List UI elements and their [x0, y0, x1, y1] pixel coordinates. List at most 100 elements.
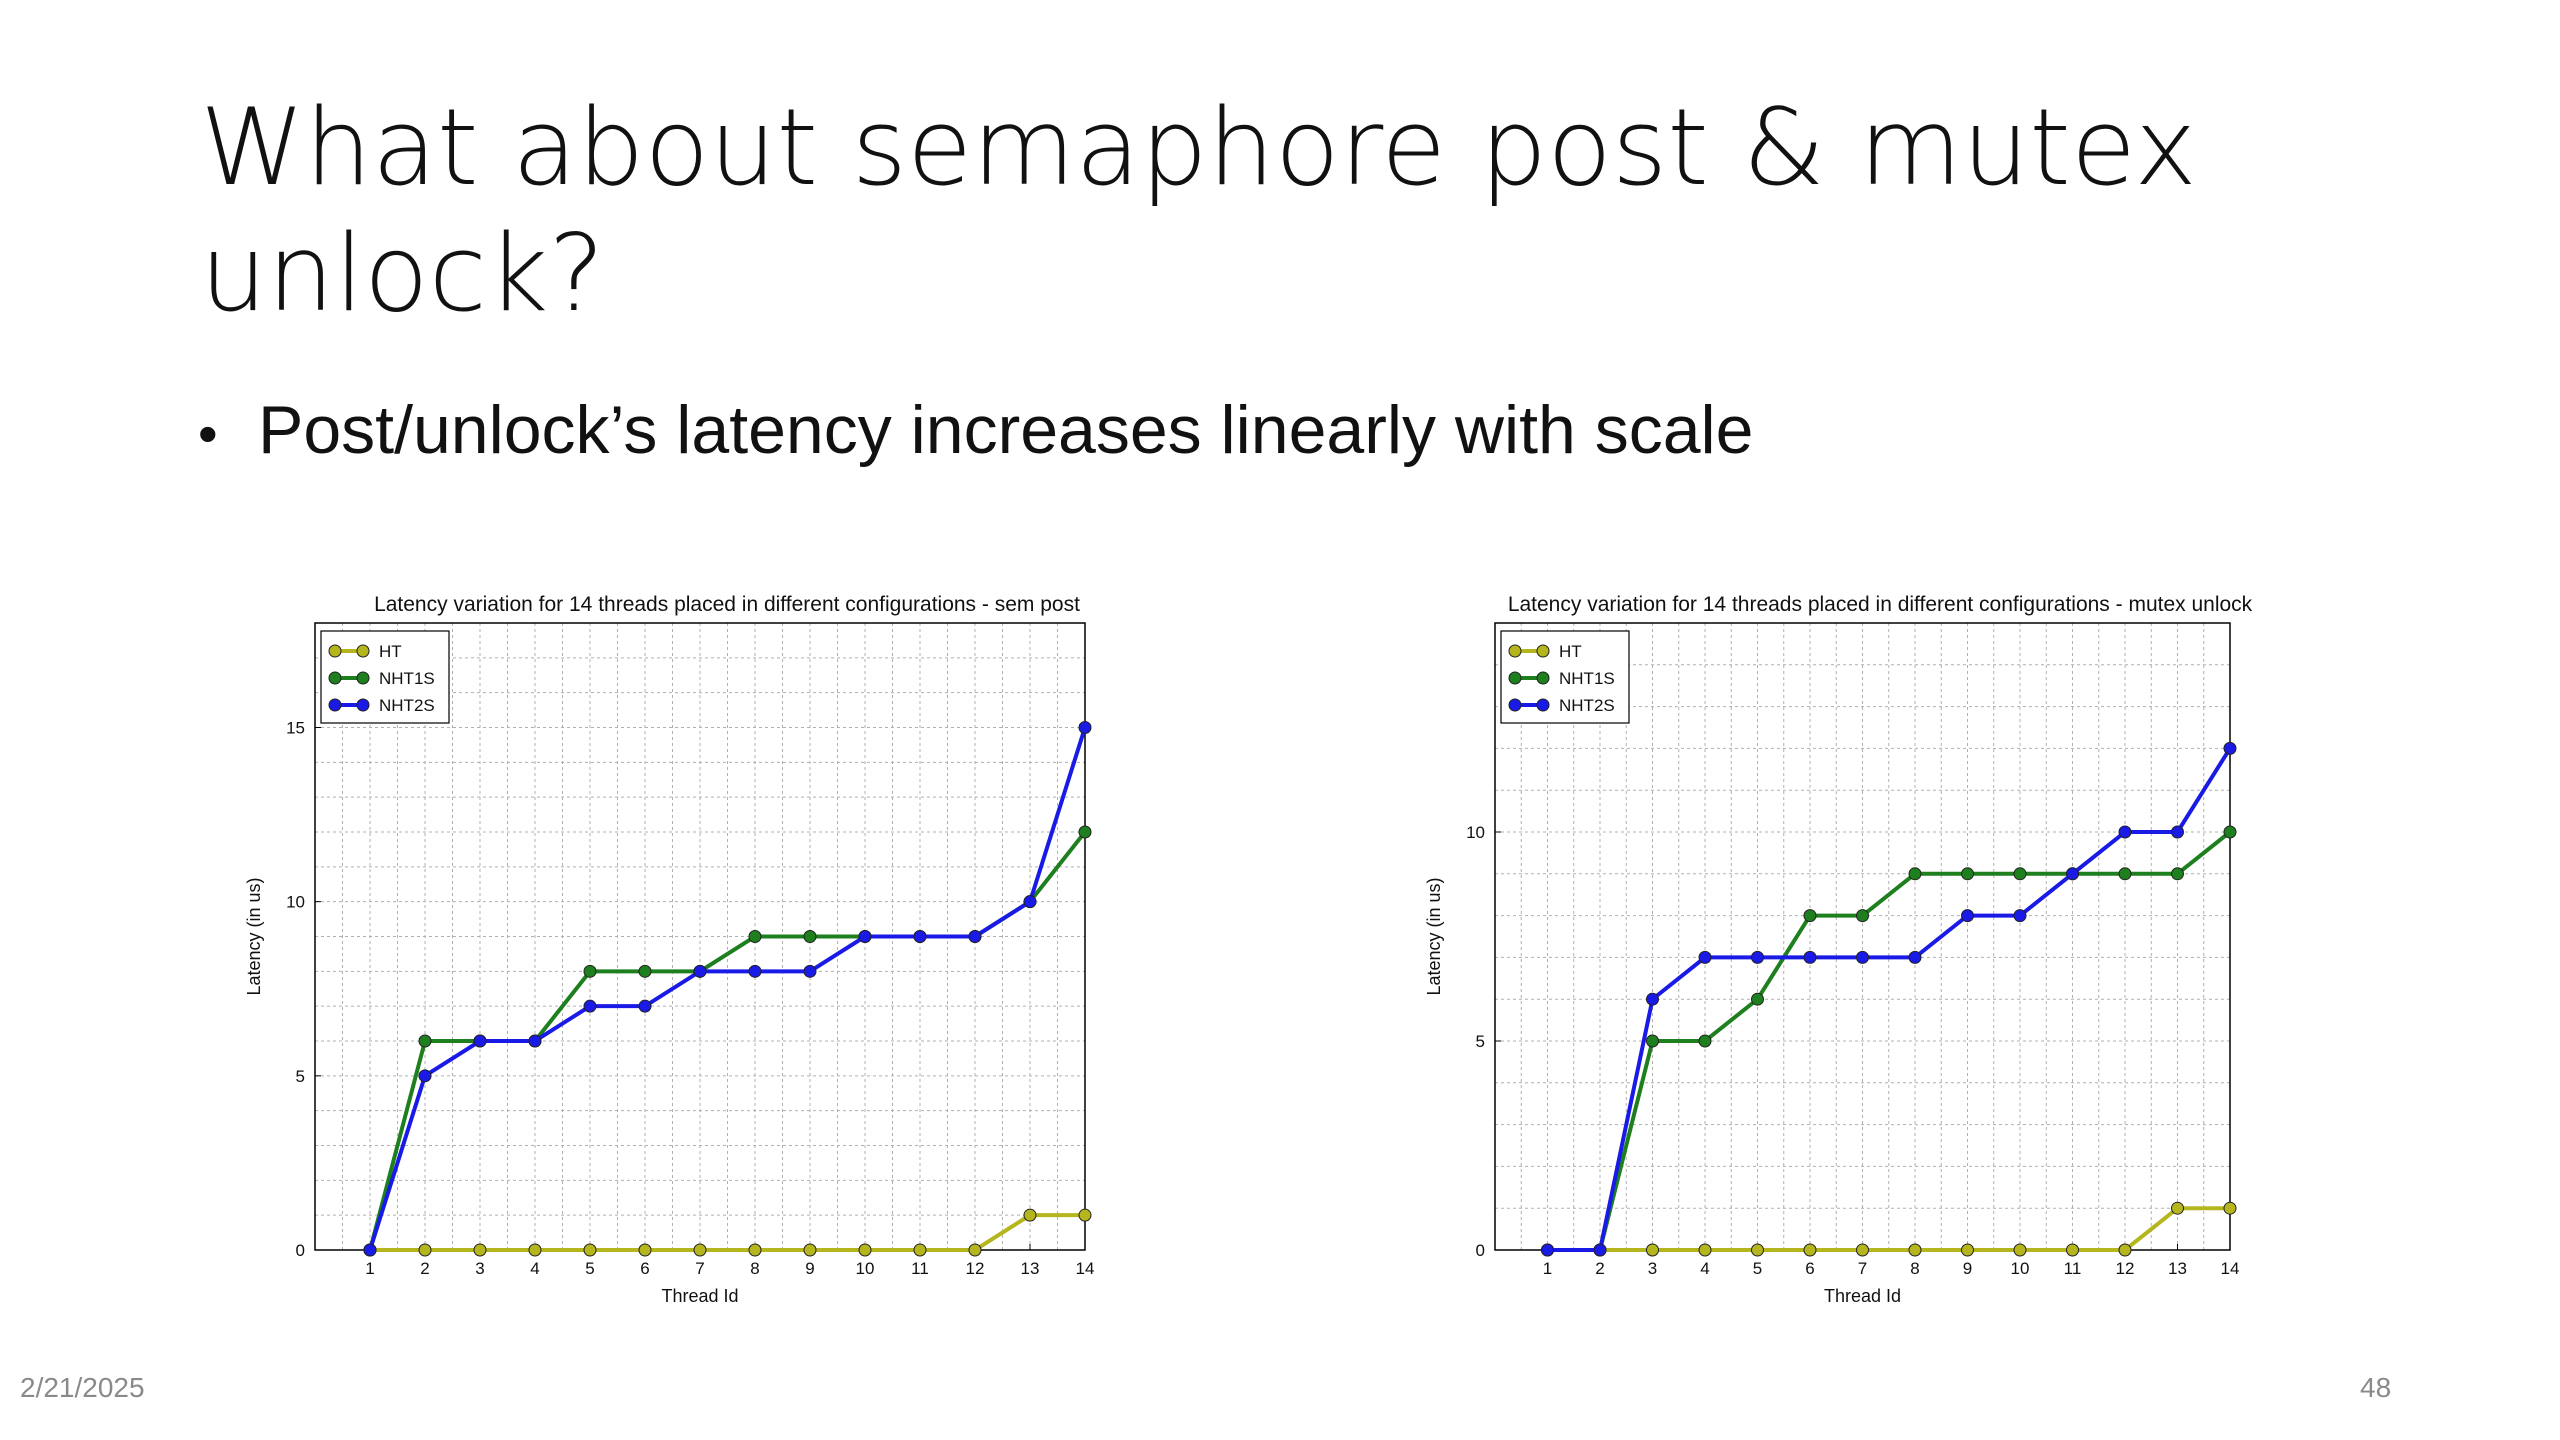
legend-label: NHT1S [1559, 669, 1615, 688]
series-line [1547, 1206, 2230, 1252]
data-point [418, 1069, 432, 1083]
x-tick-label: 2 [420, 1259, 429, 1278]
data-point [1593, 1243, 1607, 1257]
data-point [1541, 1243, 1554, 1257]
data-point [2118, 867, 2132, 881]
data-point [1961, 909, 1974, 923]
data-point [803, 930, 817, 943]
chart-title: Latency variation for 14 threads placed … [1508, 593, 2253, 616]
data-point [2171, 1201, 2184, 1215]
legend-marker [1536, 644, 1550, 658]
data-point [913, 930, 927, 943]
data-point [748, 1243, 762, 1257]
page-number: 48 [2360, 1372, 2392, 1403]
x-tick-label: 5 [585, 1259, 594, 1278]
data-point [1856, 1243, 1869, 1257]
data-point [1646, 992, 1659, 1006]
legend: HT NHT1S NHT2S [320, 630, 450, 724]
data-point [638, 1243, 652, 1257]
series-line [1547, 830, 2232, 1252]
x-tick-label: 1 [1543, 1259, 1552, 1278]
y-tick-label: 5 [1476, 1032, 1485, 1051]
data-point [2013, 909, 2027, 923]
x-tick-label: 12 [2116, 1259, 2135, 1278]
x-tick-label: 8 [750, 1259, 759, 1278]
data-point [1803, 909, 1817, 923]
legend-marker [1536, 671, 1550, 685]
data-point [473, 1034, 487, 1048]
data-point [363, 1243, 377, 1257]
data-point [748, 964, 762, 978]
data-point [1078, 825, 1092, 839]
y-tick-label: 15 [286, 719, 305, 738]
bullet-text: Post/unlock’s latency increases linearly… [258, 392, 1754, 468]
legend-marker [1536, 698, 1550, 712]
footer-date: 2/21/2025 [20, 1372, 145, 1403]
data-point [1646, 1243, 1659, 1257]
data-point [638, 964, 652, 978]
data-point [858, 1243, 872, 1257]
legend-label: NHT2S [1559, 696, 1615, 715]
x-tick-label: 12 [966, 1259, 985, 1278]
x-tick-label: 10 [856, 1259, 875, 1278]
data-point [1856, 950, 1869, 964]
y-axis-label: Latency (in us) [244, 877, 264, 995]
x-tick-label: 11 [911, 1259, 929, 1278]
data-point [528, 1243, 542, 1257]
data-point [1078, 721, 1092, 734]
data-point [1698, 1243, 1712, 1257]
data-point [1961, 867, 1974, 881]
data-point [1023, 1208, 1037, 1222]
chart-sem-post: Latency variation for 14 threads placed … [244, 593, 1094, 1306]
data-point [2013, 1243, 2027, 1257]
legend-marker [356, 671, 370, 685]
data-point [803, 964, 817, 978]
data-point [968, 930, 982, 943]
bullet-point: • Post/unlock’s latency increases linear… [198, 390, 1753, 474]
x-tick-label: 8 [1910, 1259, 1919, 1278]
data-point [1751, 1243, 1764, 1257]
data-point [1908, 950, 1922, 964]
x-tick-label: 2 [1595, 1259, 1604, 1278]
data-point [2223, 825, 2237, 839]
x-tick-label: 1 [365, 1259, 374, 1278]
x-tick-label: 4 [530, 1259, 539, 1278]
data-point [858, 930, 872, 943]
data-point [2013, 867, 2027, 881]
x-tick-label: 4 [1700, 1259, 1709, 1278]
data-point [1856, 909, 1869, 923]
data-point [2171, 825, 2184, 839]
bullet-icon: • [198, 402, 218, 465]
series-line [1547, 747, 2232, 1252]
y-tick-label: 10 [286, 893, 305, 912]
chart-title: Latency variation for 14 threads placed … [374, 593, 1080, 616]
data-point [748, 930, 762, 943]
x-tick-label: 14 [2221, 1259, 2240, 1278]
series-line [368, 726, 1087, 1251]
x-tick-label: 3 [475, 1259, 484, 1278]
x-tick-label: 13 [2168, 1259, 2187, 1278]
data-point [1961, 1243, 1974, 1257]
legend: HT NHT1S NHT2S [1500, 630, 1630, 724]
series-line [370, 1213, 1085, 1252]
x-tick-label: 6 [640, 1259, 649, 1278]
data-point [583, 1243, 597, 1257]
data-point [2066, 867, 2079, 881]
data-point [1698, 1034, 1712, 1048]
chart-mutex-unlock: Latency variation for 14 threads placed … [1424, 593, 2253, 1306]
data-point [638, 999, 652, 1013]
data-point [913, 1243, 927, 1257]
data-point [2223, 741, 2237, 755]
x-tick-label: 11 [2064, 1259, 2082, 1278]
slide-title: What about semaphore post & mutex unlock… [200, 86, 2197, 335]
legend-label: NHT1S [379, 669, 435, 688]
data-point [803, 1243, 817, 1257]
x-tick-label: 9 [805, 1259, 814, 1278]
x-tick-label: 5 [1753, 1259, 1762, 1278]
data-point [2066, 1243, 2079, 1257]
y-tick-label: 10 [1466, 823, 1485, 842]
legend-marker [1508, 644, 1522, 658]
data-point [1908, 867, 1922, 881]
legend-marker [356, 644, 370, 658]
legend-marker [328, 671, 342, 685]
